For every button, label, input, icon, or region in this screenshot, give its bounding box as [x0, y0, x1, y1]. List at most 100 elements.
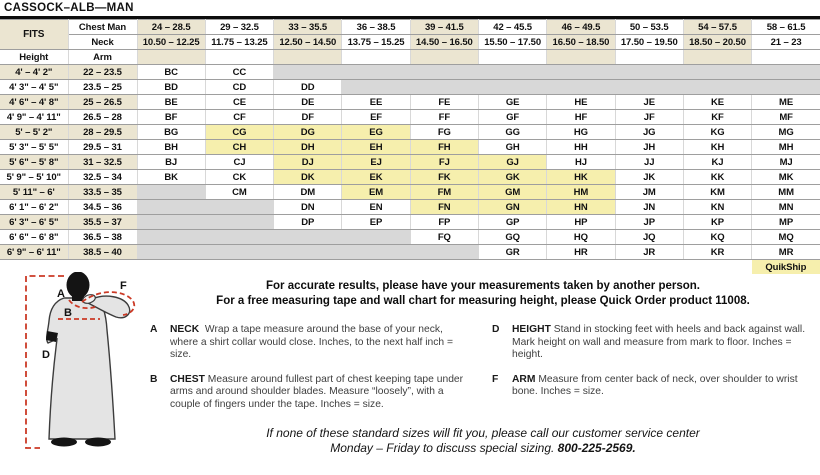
size-code-cell: GK: [477, 169, 548, 185]
size-code-cell: MG: [751, 124, 820, 140]
size-code-cell: MK: [751, 169, 820, 185]
arm-cell: 23.5 – 25: [67, 79, 138, 95]
size-code-cell: JG: [614, 124, 684, 140]
spacer-cell: [546, 49, 616, 65]
spacer-cell: [136, 49, 206, 65]
size-code-cell: GJ: [477, 154, 548, 170]
size-code-cell: KK: [682, 169, 753, 185]
size-code-cell: HE: [546, 94, 616, 110]
neck-range-header: 14.50 – 16.50: [409, 34, 479, 50]
diagram-label-f: F: [120, 280, 127, 292]
table-row: 4' 6" – 4' 8" 25 – 26.5 BE CE DE EE FE GE HE JE KE…: [0, 94, 820, 110]
size-code-cell: KR: [682, 244, 753, 260]
height-cell: 5' 9" – 5' 10": [0, 169, 69, 185]
height-cell: 5' 3" – 5' 5": [0, 139, 69, 155]
empty-cell: [409, 244, 479, 260]
empty-cell: [682, 79, 753, 95]
height-cell: 6' 9" – 6' 11": [0, 244, 69, 260]
size-code-cell: JE: [614, 94, 684, 110]
height-cell: 6' 1" – 6' 2": [0, 199, 69, 215]
size-code-cell: HP: [546, 214, 616, 230]
size-code-cell: BH: [136, 139, 206, 155]
spacer-cell: [614, 49, 684, 65]
instruction-body: Stand in stocking feet with heels and ba…: [512, 324, 806, 360]
size-code-cell: EN: [341, 199, 411, 215]
size-code-cell: HJ: [546, 154, 616, 170]
size-code-cell: HF: [546, 109, 616, 125]
height-cell: 4' 6" – 4' 8": [0, 94, 69, 110]
size-code-cell: BD: [136, 79, 206, 95]
size-code-cell: GR: [477, 244, 548, 260]
empty-cell: [614, 64, 684, 80]
neck-shape: [72, 292, 84, 301]
empty-cell: [614, 79, 684, 95]
instruction-neck: A NECK Wrap a tape measure around the ba…: [150, 324, 468, 362]
size-code-cell: FQ: [409, 229, 479, 245]
instruction-term: HEIGHT: [512, 324, 551, 335]
empty-cell: [136, 184, 206, 200]
footer-line2-text: Monday – Friday to discuss special sizin…: [330, 441, 558, 455]
instruction-letter: D: [492, 324, 500, 335]
size-code-cell: FE: [409, 94, 479, 110]
robe-shape: [46, 297, 116, 440]
size-code-cell: DK: [273, 169, 343, 185]
size-code-cell: EF: [341, 109, 411, 125]
instruction-term: NECK: [170, 324, 200, 335]
size-code-cell: JJ: [614, 154, 684, 170]
diagram-label-a: A: [57, 288, 65, 300]
size-code-cell: DM: [273, 184, 343, 200]
instruction-chest: B CHEST Measure around fullest part of c…: [150, 374, 468, 412]
size-code-cell: MQ: [751, 229, 820, 245]
size-code-cell: JF: [614, 109, 684, 125]
empty-cell: [546, 79, 616, 95]
size-code-cell: KJ: [682, 154, 753, 170]
empty-cell: [341, 244, 411, 260]
height-cell: 5' 6" – 5' 8": [0, 154, 69, 170]
size-code-cell: EH: [341, 139, 411, 155]
height-cell: 5' 11" – 6': [0, 184, 69, 200]
size-code-cell: CG: [204, 124, 275, 140]
size-code-cell: MF: [751, 109, 820, 125]
empty-cell: [477, 64, 548, 80]
size-code-cell: BG: [136, 124, 206, 140]
size-code-cell: GM: [477, 184, 548, 200]
arm-cell: 31 – 32.5: [67, 154, 138, 170]
size-code-cell: BJ: [136, 154, 206, 170]
size-code-cell: FP: [409, 214, 479, 230]
customer-service-phone: 800-225-2569.: [557, 441, 636, 455]
table-row: 6' 3" – 6' 5" 35.5 – 37 DP EP FP GP HP JP KP MP: [0, 214, 820, 230]
size-code-cell: DE: [273, 94, 343, 110]
height-cell: 6' 6" – 6' 8": [0, 229, 69, 245]
empty-cell: [204, 199, 275, 215]
instruction-body: Measure from center back of neck, over s…: [512, 373, 798, 398]
empty-cell: [136, 214, 206, 230]
size-code-cell: HG: [546, 124, 616, 140]
empty-cell: [273, 229, 343, 245]
size-code-cell: MJ: [751, 154, 820, 170]
empty-cell: [273, 244, 343, 260]
size-code-cell: MN: [751, 199, 820, 215]
bottom-section: For accurate results, please have your m…: [0, 279, 820, 456]
instruction-body: Measure around fullest part of chest kee…: [170, 373, 464, 410]
table-row: 5' 11" – 6' 33.5 – 35 CM DM EM FM GM HM JM KM MM: [0, 184, 820, 200]
side-hand-shape: [46, 331, 58, 342]
size-code-cell: DG: [273, 124, 343, 140]
chest-range-header: 46 – 49.5: [546, 19, 616, 35]
size-code-cell: MR: [751, 244, 820, 260]
table-row: 6' 1" – 6' 2" 34.5 – 36 DN EN FN GN HN JN KN MN: [0, 199, 820, 215]
instruction-term: CHEST: [170, 373, 205, 385]
instruction-term: ARM: [512, 373, 536, 385]
instruction-body: Wrap a tape measure around the base of y…: [170, 324, 454, 360]
empty-cell: [204, 244, 275, 260]
empty-cell: [546, 64, 616, 80]
empty-cell: [136, 199, 206, 215]
size-code-cell: KM: [682, 184, 753, 200]
instruction-arm: F ARM Measure from center back of neck, …: [492, 374, 810, 412]
cassock-diagram: A B D F: [25, 272, 136, 449]
size-code-cell: DD: [273, 79, 343, 95]
size-code-cell: EP: [341, 214, 411, 230]
table-row: 4' 3" – 4' 5" 23.5 – 25 BD CD DD: [0, 79, 820, 95]
size-code-cell: MM: [751, 184, 820, 200]
size-code-cell: DH: [273, 139, 343, 155]
